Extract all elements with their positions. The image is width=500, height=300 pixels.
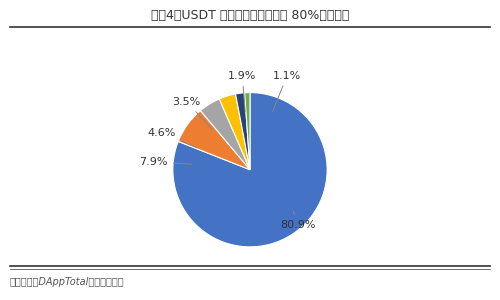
Text: 7.9%: 7.9% <box>140 157 192 167</box>
Wedge shape <box>236 93 250 170</box>
Text: 3.5%: 3.5% <box>172 97 212 129</box>
Text: 1.1%: 1.1% <box>272 70 301 112</box>
Wedge shape <box>244 93 250 170</box>
Text: 图表4：USDT 占据全球稳定币市场 80%以上份额: 图表4：USDT 占据全球稳定币市场 80%以上份额 <box>151 9 349 22</box>
Text: 1.9%: 1.9% <box>228 70 256 111</box>
Wedge shape <box>178 111 250 170</box>
Wedge shape <box>200 99 250 170</box>
Wedge shape <box>220 94 250 170</box>
Text: 80.9%: 80.9% <box>280 211 316 230</box>
Text: 4.6%: 4.6% <box>147 128 198 148</box>
Text: 资料来源：DAppTotal，恒大研究院: 资料来源：DAppTotal，恒大研究院 <box>10 277 124 287</box>
Wedge shape <box>173 93 327 247</box>
